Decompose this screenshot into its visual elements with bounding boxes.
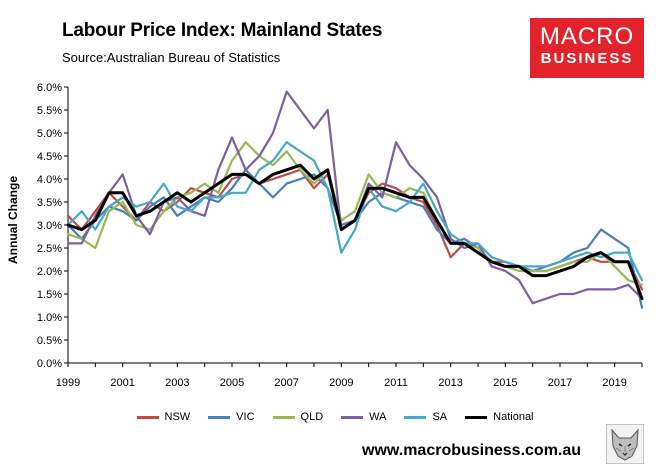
- legend-label: WA: [369, 411, 387, 423]
- y-tick-label: 0.5%: [37, 335, 62, 347]
- legend-item-national: National: [465, 411, 534, 423]
- y-tick-label: 3.0%: [37, 220, 62, 232]
- x-tick-label: 2007: [274, 377, 298, 389]
- x-tick-label: 2017: [548, 377, 572, 389]
- x-tick-label: 2005: [220, 377, 244, 389]
- legend-item-qld: QLD: [272, 411, 324, 423]
- footer-url[interactable]: www.macrobusiness.com.au: [362, 442, 582, 459]
- macrobusiness-logo: MACRO BUSINESS: [530, 18, 644, 78]
- legend-swatch: [272, 415, 295, 419]
- chart-title: Labour Price Index: Mainland States: [62, 20, 383, 41]
- y-tick-label: 5.5%: [37, 105, 62, 117]
- y-tick-label: 4.0%: [37, 174, 62, 186]
- y-tick-label: 3.5%: [37, 197, 62, 209]
- series-line-sa: [66, 141, 644, 282]
- y-tick-label: 0.0%: [37, 358, 62, 370]
- chart-source: Source:Australian Bureau of Statistics: [62, 50, 281, 65]
- y-tick-label: 5.0%: [37, 128, 62, 140]
- legend-label: VIC: [236, 411, 255, 423]
- chart-legend: NSW VIC QLD WA SA National: [100, 411, 570, 423]
- x-tick-label: 2011: [384, 377, 408, 389]
- y-tick-label: 2.5%: [37, 243, 62, 255]
- legend-swatch: [208, 415, 231, 419]
- logo-line-1: MACRO: [539, 23, 635, 50]
- legend-item-vic: VIC: [208, 411, 255, 423]
- y-tick-label: 1.5%: [37, 289, 62, 301]
- legend-label: National: [493, 411, 534, 423]
- series-line-qld: [66, 141, 644, 286]
- x-tick-label: 1999: [56, 377, 80, 389]
- legend-item-wa: WA: [341, 411, 386, 423]
- legend-swatch: [136, 415, 159, 419]
- y-tick-label: 1.0%: [37, 312, 62, 324]
- legend-item-nsw: NSW: [136, 411, 191, 423]
- logo-line-2: BUSINESS: [540, 50, 634, 67]
- series-line-national: [66, 163, 644, 301]
- x-tick-label: 2013: [438, 377, 462, 389]
- y-tick-label: 6.0%: [37, 82, 62, 94]
- legend-label: SA: [432, 411, 448, 423]
- x-tick-label: 2001: [110, 377, 134, 389]
- x-tick-label: 2015: [493, 377, 517, 389]
- x-tick-label: 2003: [165, 377, 189, 389]
- wolf-icon: [606, 424, 644, 464]
- legend-label: NSW: [164, 411, 191, 423]
- legend-item-sa: SA: [404, 411, 447, 423]
- legend-label: QLD: [300, 411, 324, 423]
- legend-swatch: [341, 415, 364, 419]
- series-line-vic: [66, 168, 644, 309]
- y-tick-label: 2.0%: [37, 266, 62, 278]
- legend-swatch: [404, 415, 427, 419]
- x-tick-label: 2009: [329, 377, 353, 389]
- y-tick-label: 4.5%: [37, 151, 62, 163]
- legend-swatch: [465, 415, 488, 419]
- x-tick-label: 2019: [602, 377, 626, 389]
